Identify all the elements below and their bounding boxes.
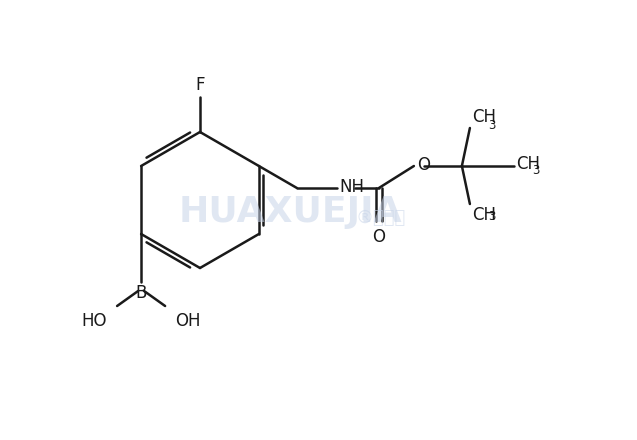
Text: 3: 3 <box>532 164 540 176</box>
Text: CH: CH <box>472 206 496 224</box>
Text: OH: OH <box>175 312 201 330</box>
Text: O: O <box>417 156 430 174</box>
Text: CH: CH <box>472 108 496 126</box>
Text: NH: NH <box>339 178 364 196</box>
Text: HUAXUEJIA: HUAXUEJIA <box>178 195 402 229</box>
Text: 3: 3 <box>488 210 495 223</box>
Text: ®化学加: ®化学加 <box>355 209 405 227</box>
Text: B: B <box>136 284 147 302</box>
Text: HO: HO <box>82 312 107 330</box>
Text: O: O <box>373 228 385 246</box>
Text: CH: CH <box>516 155 540 173</box>
Text: F: F <box>196 76 204 94</box>
Text: 3: 3 <box>488 119 495 132</box>
